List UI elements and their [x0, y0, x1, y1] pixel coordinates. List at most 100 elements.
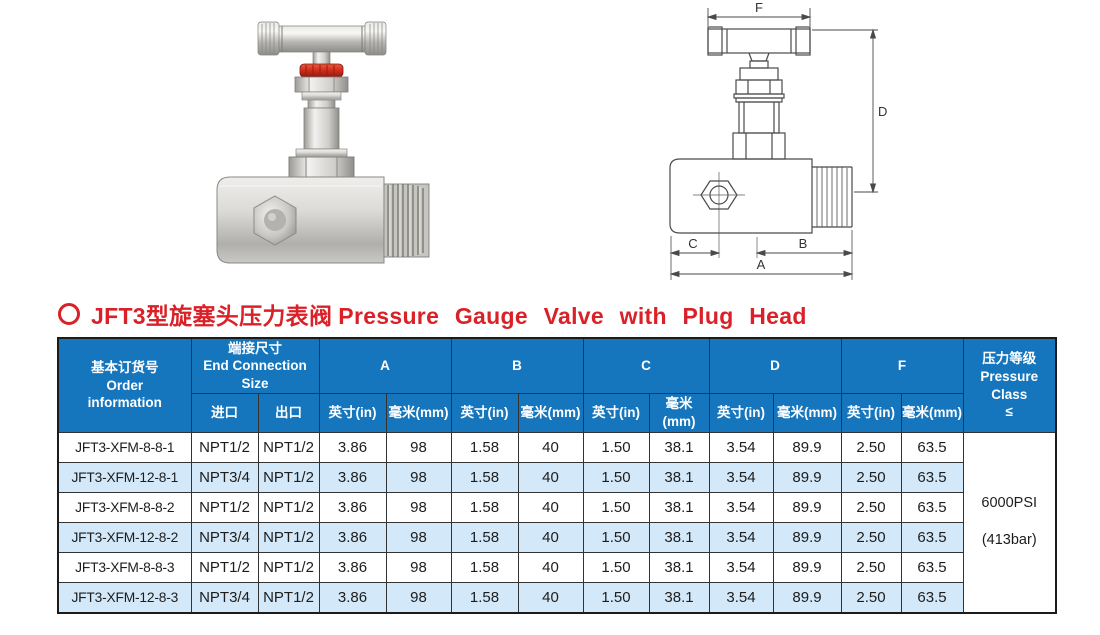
- value-cell: 3.54: [708, 462, 774, 493]
- valve-body: [216, 176, 385, 264]
- value-cell: 1.58: [450, 462, 519, 493]
- valve-drawing-figure: F D C B A: [640, 0, 890, 295]
- bonnet: [288, 107, 355, 184]
- value-cell: 1.50: [582, 492, 650, 523]
- value-cell: 40: [517, 492, 584, 523]
- value-cell: 38.1: [648, 582, 710, 613]
- value-cell: 63.5: [900, 552, 964, 583]
- value-cell: 89.9: [772, 522, 842, 553]
- valve-stem: [312, 51, 331, 66]
- threaded-end: [383, 183, 430, 258]
- value-cell: 40: [517, 552, 584, 583]
- value-cell: 38.1: [648, 492, 710, 523]
- value-cell: 89.9: [772, 582, 842, 613]
- value-cell: 1.50: [582, 552, 650, 583]
- value-cell: NPT1/2: [190, 432, 259, 463]
- value-cell: 3.54: [708, 582, 774, 613]
- value-cell: 3.86: [318, 552, 387, 583]
- header-pressure-class: 压力等级 Pressure Class ≤: [962, 337, 1057, 433]
- value-cell: NPT1/2: [257, 432, 320, 463]
- header-dim-d: D: [708, 337, 842, 394]
- value-cell: 3.54: [708, 492, 774, 523]
- valve-photo: [216, 21, 430, 264]
- value-cell: NPT1/2: [257, 552, 320, 583]
- header-inlet: 进口: [190, 393, 259, 433]
- value-cell: 1.58: [450, 432, 519, 463]
- value-cell: 38.1: [648, 552, 710, 583]
- value-cell: 2.50: [840, 582, 902, 613]
- dimension-a: [669, 270, 854, 278]
- value-cell: NPT1/2: [257, 522, 320, 553]
- dimension-b: [755, 249, 854, 257]
- value-cell: 3.86: [318, 462, 387, 493]
- value-cell: NPT3/4: [190, 582, 259, 613]
- header-unit-in: 英寸(in): [450, 393, 519, 433]
- spec-table: 基本订货号 Order information 端接尺寸 End Connect…: [57, 337, 1057, 614]
- value-cell: 3.86: [318, 582, 387, 613]
- page-title-zh: JFT3型旋塞头压力表阀: [91, 303, 333, 329]
- header-unit-in: 英寸(in): [840, 393, 902, 433]
- value-cell: 1.58: [450, 552, 519, 583]
- value-cell: NPT1/2: [190, 552, 259, 583]
- value-cell: 63.5: [900, 462, 964, 493]
- header-unit-mm: 毫米(mm): [900, 393, 964, 433]
- value-cell: 98: [385, 462, 452, 493]
- value-cell: 1.50: [582, 522, 650, 553]
- header-end-connection: 端接尺寸 End Connection Size: [190, 337, 320, 394]
- dimension-d: [812, 28, 878, 194]
- value-cell: 38.1: [648, 522, 710, 553]
- value-cell: NPT1/2: [257, 582, 320, 613]
- valve-drawing: F D C B A: [669, 0, 887, 280]
- value-cell: 3.86: [318, 432, 387, 463]
- value-cell: 1.50: [582, 582, 650, 613]
- header-dim-a: A: [318, 337, 452, 394]
- hex-boss: [253, 195, 297, 246]
- value-cell: NPT1/2: [190, 492, 259, 523]
- value-cell: 40: [517, 432, 584, 463]
- header-unit-in: 英寸(in): [708, 393, 774, 433]
- red-seal-ring: [299, 63, 344, 78]
- value-cell: 1.58: [450, 492, 519, 523]
- value-cell: NPT3/4: [190, 462, 259, 493]
- t-handle: [257, 21, 387, 56]
- table-row: JFT3-XFM-8-8-3 NPT1/2 NPT1/2 3.86 98 1.58 40 1.…: [57, 552, 1056, 583]
- value-cell: 98: [385, 522, 452, 553]
- value-cell: 3.54: [708, 522, 774, 553]
- valve-photo-figure: [212, 10, 434, 273]
- value-cell: 1.50: [582, 432, 650, 463]
- value-cell: 89.9: [772, 492, 842, 523]
- table-row: JFT3-XFM-8-8-1 NPT1/2 NPT1/2 3.86 98 1.58 40 1.…: [57, 432, 1057, 613]
- value-cell: 89.9: [772, 432, 842, 463]
- header-unit-mm: 毫米(mm): [385, 393, 452, 433]
- order-number-cell: JFT3-XFM-12-8-2: [57, 522, 192, 553]
- value-cell: 98: [385, 432, 452, 463]
- table-row: JFT3-XFM-12-8-3 NPT3/4 NPT1/2 3.86 98 1.58 40 1…: [57, 582, 1056, 613]
- value-cell: 38.1: [648, 432, 710, 463]
- drawing-body: [669, 158, 813, 234]
- value-cell: 63.5: [900, 522, 964, 553]
- dim-label-f: F: [755, 0, 763, 15]
- value-cell: 98: [385, 552, 452, 583]
- pressure-class-cell: 6000PSI (413bar): [962, 432, 1057, 613]
- value-cell: 63.5: [900, 582, 964, 613]
- packing-nut: [294, 76, 349, 109]
- value-cell: 1.58: [450, 582, 519, 613]
- header-unit-mm: 毫米(mm): [772, 393, 842, 433]
- value-cell: 3.86: [318, 492, 387, 523]
- value-cell: 89.9: [772, 552, 842, 583]
- page-title-en: Pressure Gauge Valve with Plug Head: [338, 303, 807, 329]
- table-row: JFT3-XFM-8-8-2 NPT1/2 NPT1/2 3.86 98 1.58 40 1.…: [57, 492, 1056, 523]
- header-outlet: 出口: [257, 393, 320, 433]
- value-cell: 2.50: [840, 432, 902, 463]
- header-order: 基本订货号 Order information: [57, 337, 192, 433]
- value-cell: 3.54: [708, 552, 774, 583]
- spec-table-body: JFT3-XFM-8-8-1 NPT1/2 NPT1/2 3.86 98 1.58 40 1.…: [57, 432, 1057, 613]
- dim-label-c: C: [688, 236, 697, 251]
- dimension-f: [706, 8, 812, 26]
- value-cell: 98: [385, 492, 452, 523]
- value-cell: 63.5: [900, 492, 964, 523]
- order-number-cell: JFT3-XFM-8-8-2: [57, 492, 192, 523]
- header-unit-mm: 毫米(mm): [517, 393, 584, 433]
- header-unit-in: 英寸(in): [318, 393, 387, 433]
- page-title: JFT3型旋塞头压力表阀 Pressure Gauge Valve with Pl…: [91, 297, 807, 331]
